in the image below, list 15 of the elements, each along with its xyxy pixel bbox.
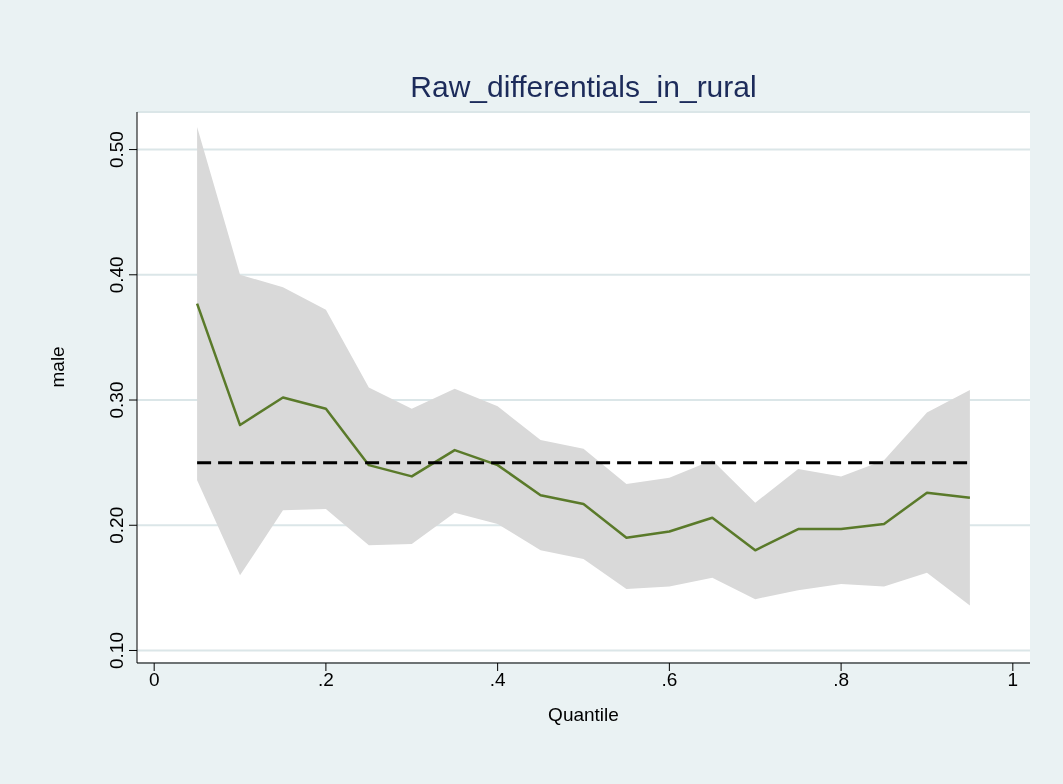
x-tick-label: .2 bbox=[317, 669, 334, 691]
x-tick-label: .8 bbox=[833, 669, 850, 691]
y-tick-label: 0.10 bbox=[106, 631, 127, 669]
chart-title: Raw_differentials_in_rural bbox=[409, 70, 758, 104]
y-tick-label: 0.20 bbox=[106, 506, 127, 544]
y-axis-title: male bbox=[46, 346, 68, 388]
y-tick-label: 0.50 bbox=[106, 131, 127, 169]
y-tick-label: 0.40 bbox=[106, 256, 127, 294]
x-tick-label: .4 bbox=[489, 669, 506, 691]
x-tick-label: .6 bbox=[661, 669, 678, 691]
x-axis-title: Quantile bbox=[548, 704, 619, 725]
x-tick-label: 0 bbox=[148, 669, 160, 691]
line-series bbox=[195, 302, 972, 552]
y-tick-label: 0.30 bbox=[106, 381, 127, 419]
x-tick-label: 1 bbox=[1007, 669, 1019, 691]
